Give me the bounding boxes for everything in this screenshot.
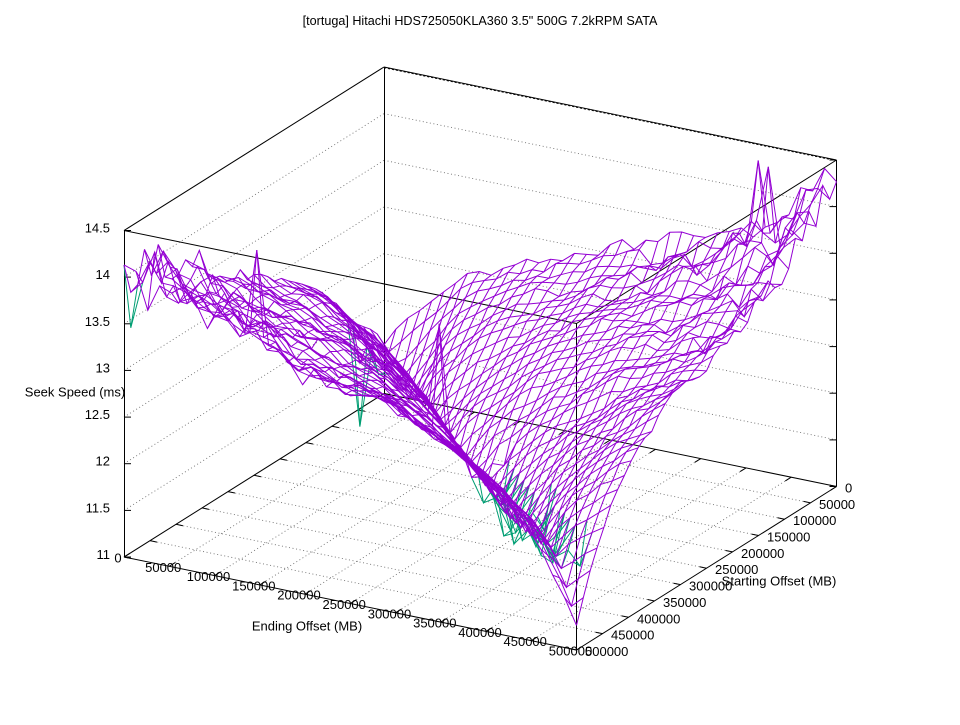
svg-text:150000: 150000 bbox=[232, 578, 275, 593]
svg-text:14.5: 14.5 bbox=[85, 221, 110, 236]
svg-text:350000: 350000 bbox=[663, 595, 706, 610]
svg-text:50000: 50000 bbox=[819, 497, 855, 512]
svg-text:500000: 500000 bbox=[585, 644, 628, 659]
svg-text:Seek Speed (ms): Seek Speed (ms) bbox=[25, 385, 125, 400]
svg-text:11: 11 bbox=[97, 547, 111, 562]
svg-text:100000: 100000 bbox=[793, 513, 836, 528]
svg-text:450000: 450000 bbox=[504, 634, 547, 649]
svg-text:50000: 50000 bbox=[145, 560, 181, 575]
svg-text:12: 12 bbox=[96, 454, 110, 469]
svg-text:250000: 250000 bbox=[715, 562, 758, 577]
svg-text:400000: 400000 bbox=[637, 611, 680, 626]
svg-text:300000: 300000 bbox=[368, 606, 411, 621]
svg-text:250000: 250000 bbox=[323, 597, 366, 612]
svg-text:150000: 150000 bbox=[767, 530, 810, 545]
svg-text:Starting Offset (MB): Starting Offset (MB) bbox=[722, 574, 837, 589]
svg-text:500000: 500000 bbox=[549, 644, 592, 659]
svg-text:13: 13 bbox=[96, 360, 110, 375]
svg-text:Ending Offset (MB): Ending Offset (MB) bbox=[252, 619, 362, 634]
svg-text:0: 0 bbox=[114, 551, 121, 566]
svg-text:300000: 300000 bbox=[689, 579, 732, 594]
svg-text:200000: 200000 bbox=[277, 588, 320, 603]
svg-text:450000: 450000 bbox=[611, 628, 654, 643]
svg-text:[tortuga] Hitachi HDS725050KLA: [tortuga] Hitachi HDS725050KLA360 3.5" 5… bbox=[303, 14, 658, 28]
svg-text:100000: 100000 bbox=[187, 569, 230, 584]
svg-text:12.5: 12.5 bbox=[85, 407, 110, 422]
svg-text:400000: 400000 bbox=[458, 625, 501, 640]
svg-text:200000: 200000 bbox=[741, 546, 784, 561]
svg-text:350000: 350000 bbox=[413, 616, 456, 631]
svg-text:13.5: 13.5 bbox=[85, 314, 110, 329]
svg-text:14: 14 bbox=[96, 267, 110, 282]
svg-text:0: 0 bbox=[845, 481, 852, 496]
svg-text:11.5: 11.5 bbox=[86, 500, 110, 515]
